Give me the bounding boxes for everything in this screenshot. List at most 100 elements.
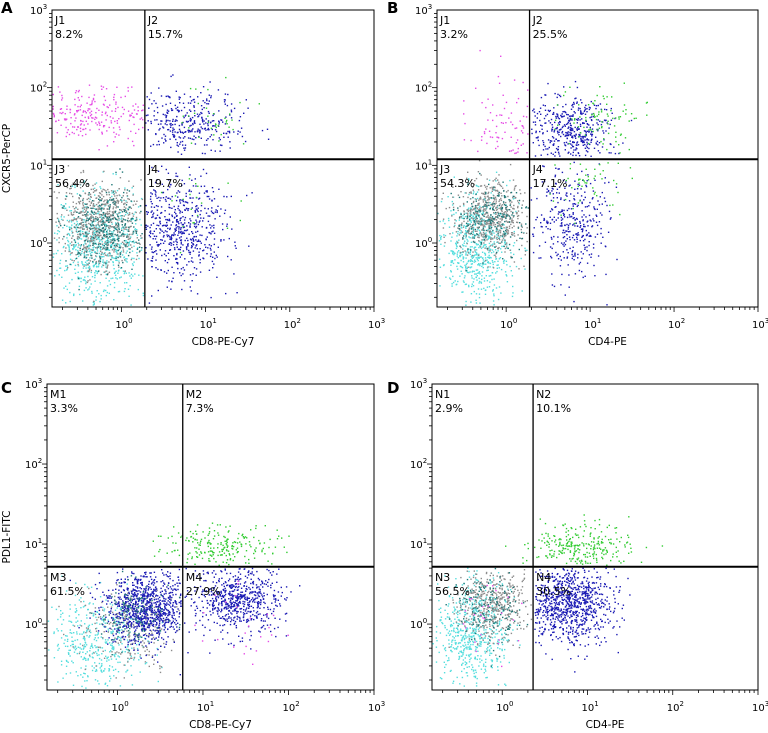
event-dot [206, 144, 208, 146]
event-dot [562, 212, 564, 215]
event-dot [111, 255, 113, 257]
event-dot [101, 251, 103, 254]
event-dot [479, 220, 481, 223]
event-dot [145, 114, 148, 117]
event-dot [563, 213, 565, 216]
event-dot [180, 268, 183, 270]
event-dot [123, 228, 125, 230]
event-dot [103, 243, 106, 245]
event-dot [67, 266, 69, 269]
event-dot [506, 215, 508, 217]
event-dot [463, 205, 465, 207]
event-dot [79, 229, 82, 232]
event-dot [61, 253, 63, 255]
event-dot [84, 264, 86, 266]
event-dot [116, 251, 118, 254]
event-dot [466, 225, 468, 227]
event-dot [177, 205, 180, 207]
event-dot [93, 211, 96, 213]
event-dot [167, 227, 169, 230]
event-dot [222, 121, 224, 123]
event-dot [113, 141, 115, 143]
event-dot [88, 192, 90, 194]
event-dot [139, 250, 141, 252]
event-dot [121, 171, 124, 173]
event-dot [478, 210, 480, 212]
event-dot [558, 134, 560, 136]
event-dot [205, 107, 208, 109]
event-dot [101, 209, 103, 211]
event-dot [107, 219, 109, 222]
event-dot [496, 205, 499, 207]
event-dot [111, 235, 113, 237]
event-dot [96, 216, 99, 219]
event-dot [177, 267, 179, 270]
event-dot [579, 134, 581, 136]
event-dot [79, 130, 82, 132]
event-dot [176, 219, 178, 221]
event-dot [84, 246, 87, 248]
event-dot [111, 226, 114, 228]
event-dot [101, 198, 103, 200]
event-dot [479, 172, 481, 175]
event-dot [463, 113, 465, 115]
event-dot [466, 271, 469, 274]
event-dot [228, 132, 231, 134]
event-dot [165, 255, 167, 257]
event-dot [559, 95, 562, 98]
event-dot [460, 232, 462, 234]
event-dot [209, 232, 211, 234]
event-dot [174, 234, 176, 236]
event-dot [452, 202, 455, 205]
event-dot [171, 131, 174, 133]
event-dot [157, 289, 159, 292]
event-dot [66, 108, 68, 110]
event-dot [597, 123, 599, 126]
event-dot [67, 244, 69, 246]
event-dot [86, 203, 88, 205]
event-dot [501, 235, 503, 237]
event-dot [130, 207, 132, 209]
event-dot [460, 246, 462, 249]
event-dot [179, 202, 182, 204]
event-dot [476, 210, 479, 213]
event-dot [461, 291, 463, 293]
event-dot [83, 265, 85, 267]
event-dot [213, 227, 215, 229]
event-dot [70, 252, 72, 254]
event-dot [225, 116, 227, 118]
event-dot [518, 268, 520, 270]
event-dot [148, 107, 150, 109]
event-dot [261, 129, 264, 132]
event-dot [99, 186, 101, 188]
event-dot [123, 242, 125, 245]
event-dot [497, 211, 499, 213]
event-dot [566, 257, 568, 259]
event-dot [513, 189, 516, 191]
event-dot [597, 150, 600, 152]
event-dot [99, 239, 101, 241]
event-dot [510, 150, 513, 152]
event-dot [491, 204, 494, 206]
event-dot [77, 263, 79, 266]
event-dot [496, 241, 498, 243]
event-dot [110, 277, 112, 280]
event-dot [580, 140, 582, 143]
event-dot [98, 204, 101, 207]
event-dot [507, 195, 509, 198]
event-dot [128, 226, 130, 228]
event-dot [488, 262, 490, 264]
event-dot [161, 183, 163, 185]
event-dot [130, 200, 132, 202]
event-dot [498, 230, 500, 232]
event-dot [615, 117, 617, 119]
event-dot [178, 124, 181, 127]
event-dot [217, 205, 219, 207]
event-dot [138, 242, 140, 244]
event-dot [491, 278, 493, 281]
event-dot [448, 206, 451, 209]
event-dot [135, 232, 138, 234]
event-dot [183, 232, 185, 234]
event-dot [169, 102, 172, 104]
event-dot [124, 259, 126, 261]
